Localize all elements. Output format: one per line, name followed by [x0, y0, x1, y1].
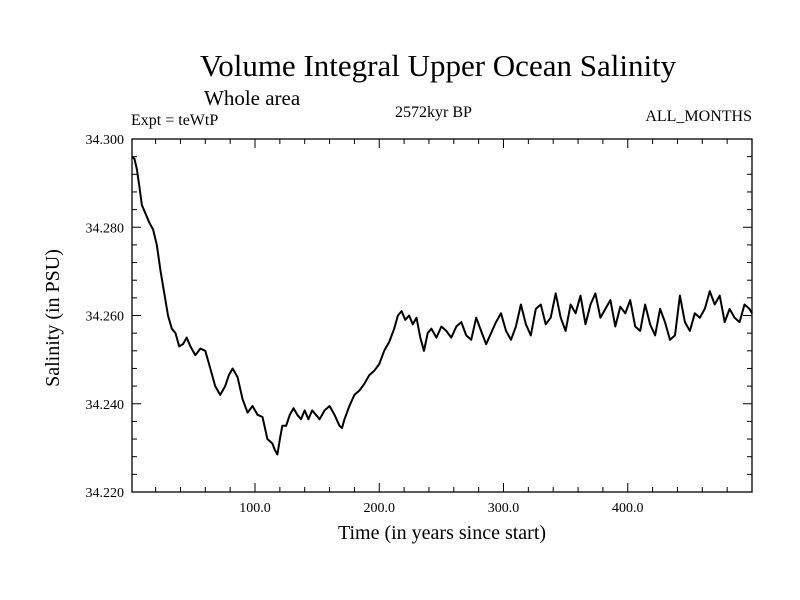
y-tick-label: 34.280	[86, 221, 125, 236]
y-tick-label: 34.220	[86, 486, 125, 501]
data-series	[131, 155, 753, 456]
period-label: 2572kyr BP	[395, 104, 472, 121]
y-tick-label: 34.240	[86, 398, 125, 413]
x-tick-label: 400.0	[612, 501, 644, 516]
x-tick-label: 200.0	[364, 501, 396, 516]
y-tick-label: 34.260	[86, 310, 125, 325]
chart-subtitle: Whole area	[204, 86, 301, 110]
plot-frame	[131, 138, 753, 493]
experiment-label: Expt = teWtP	[131, 112, 219, 129]
months-label: ALL_MONTHS	[645, 108, 752, 125]
x-axis-label: Time (in years since start)	[337, 522, 547, 544]
chart-title: Volume Integral Upper Ocean Salinity	[199, 48, 677, 83]
x-tick-label: 100.0	[239, 501, 271, 516]
y-tick-label: 34.300	[86, 133, 125, 148]
x-tick-label: 300.0	[488, 501, 520, 516]
axis-tick-labels: 100.0 200.0 300.0 400.0 34.220 34.240 34.260 34…	[86, 133, 644, 516]
series-line-salinity	[131, 155, 753, 456]
